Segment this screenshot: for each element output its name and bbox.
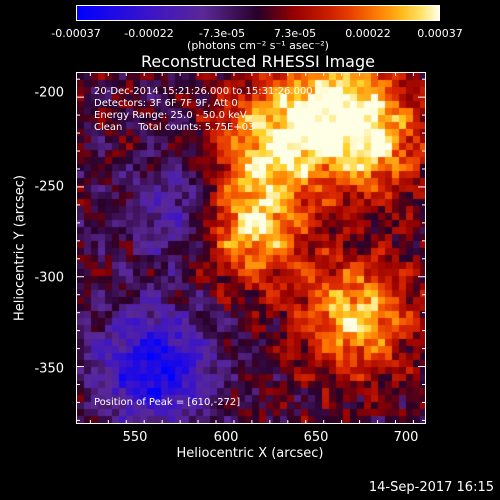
y-tick-label: -300 — [34, 270, 64, 286]
info-time-range: 20-Dec-2014 15:21:26.000 to 15:31:26.000 — [94, 86, 313, 97]
plot-title: Reconstructed RHESSI Image — [141, 52, 375, 71]
colorbar-tick-label: -0.00022 — [124, 27, 174, 40]
x-axis-label: Heliocentric X (arcsec) — [176, 446, 324, 461]
colorbar-tick-label: 0.00022 — [345, 27, 391, 40]
colorbar-tick-label: 7.3e-05 — [273, 27, 317, 40]
y-tick-label: -350 — [34, 361, 64, 377]
info-method: Clean Total counts: 5.75E+03 — [94, 122, 255, 133]
colorbar-units: (photons cm⁻² s⁻¹ asec⁻²) — [187, 39, 329, 52]
heatmap-image — [77, 73, 425, 423]
info-detectors: Detectors: 3F 6F 7F 9F, Att 0 — [94, 98, 238, 109]
y-tick-label: -250 — [34, 179, 64, 195]
y-axis-label: Heliocentric Y (arcsec) — [12, 175, 28, 321]
x-tick-label: 600 — [213, 430, 239, 445]
colorbar-tick-label: 0.00037 — [417, 27, 463, 40]
x-tick-label: 550 — [122, 430, 148, 445]
info-energy: Energy Range: 25.0 - 50.0 keV — [94, 110, 247, 121]
colorbar-tick-label: -0.00037 — [51, 27, 101, 40]
plot-area — [76, 72, 426, 424]
y-tick-label: -200 — [34, 85, 64, 101]
peak-position-label: Position of Peak = [610,-272] — [94, 397, 241, 408]
x-tick-label: 650 — [303, 430, 329, 445]
plot-timestamp: 14-Sep-2017 16:15 — [368, 480, 494, 495]
x-tick-label: 700 — [393, 430, 419, 445]
colorbar — [76, 5, 440, 21]
colorbar-tick-label: -7.3e-05 — [198, 27, 246, 40]
